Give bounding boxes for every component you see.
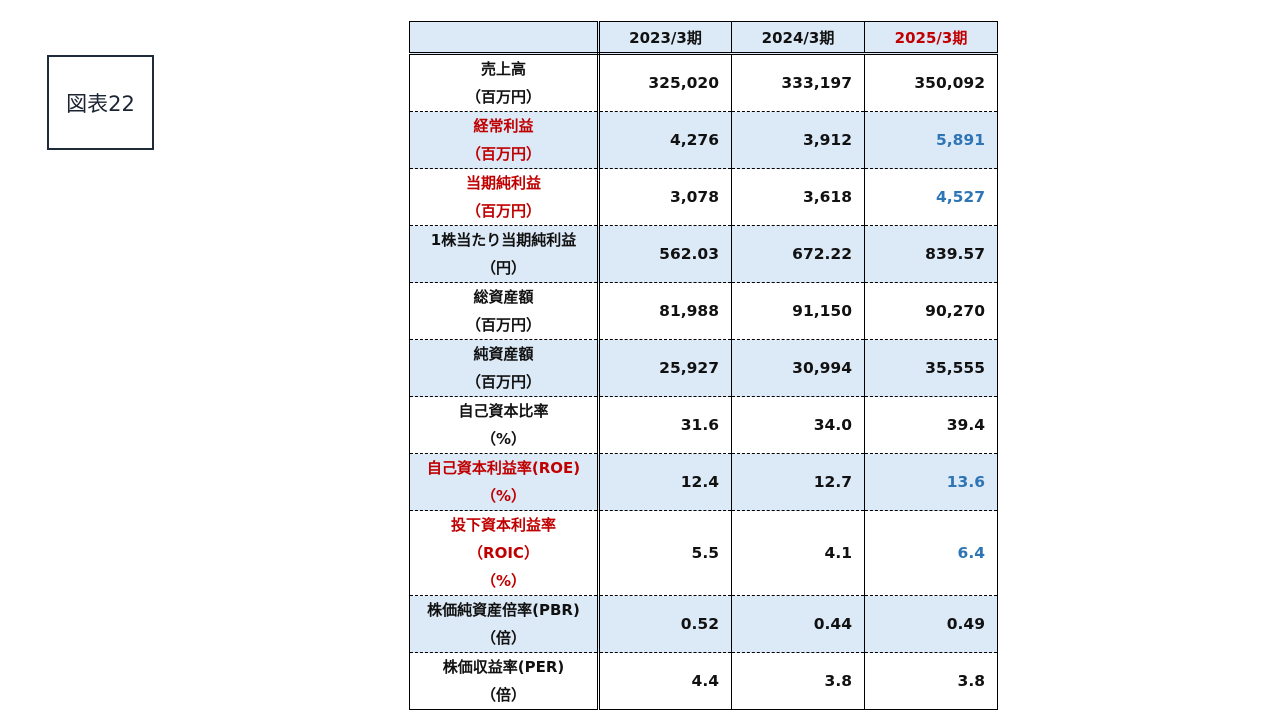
value-fy2025: 350,092 xyxy=(864,53,998,112)
value-fy2023: 0.52 xyxy=(598,595,732,653)
table-row-per: 株価収益率(PER) （倍） 4.4 3.8 3.8 xyxy=(409,652,998,710)
value-fy2023: 31.6 xyxy=(598,396,732,454)
header-corner xyxy=(409,21,600,55)
row-label: 株価純資産倍率(PBR) （倍） xyxy=(409,595,600,653)
value-fy2023: 562.03 xyxy=(598,225,732,283)
header-fy2025: 2025/3期 xyxy=(864,21,998,55)
value-fy2025: 6.4 xyxy=(864,510,998,596)
table-row-net-sales: 売上高 （百万円） 325,020 333,197 350,092 xyxy=(409,53,998,112)
row-unit: （%） xyxy=(480,430,527,448)
row-label-line: 売上高 xyxy=(480,60,526,78)
value-fy2024: 34.0 xyxy=(731,396,865,454)
row-label-line: 株価収益率(PER) xyxy=(442,658,565,676)
value-fy2025: 0.49 xyxy=(864,595,998,653)
value-fy2025: 13.6 xyxy=(864,453,998,511)
value-fy2024: 30,994 xyxy=(731,339,865,397)
row-unit: （倍） xyxy=(480,629,526,647)
table-row-ordinary-profit: 経常利益 （百万円） 4,276 3,912 5,891 xyxy=(409,111,998,169)
table-row-equity-ratio: 自己資本比率 （%） 31.6 34.0 39.4 xyxy=(409,396,998,454)
row-label: 自己資本利益率(ROE) （%） xyxy=(409,453,600,511)
row-unit: （百万円） xyxy=(465,316,541,334)
row-label: 売上高 （百万円） xyxy=(409,53,600,112)
row-label-line: 経常利益 xyxy=(473,117,534,135)
value-fy2023: 4,276 xyxy=(598,111,732,169)
row-label-line: 純資産額 xyxy=(473,345,534,363)
table-row-eps: 1株当たり当期純利益 （円） 562.03 672.22 839.57 xyxy=(409,225,998,283)
table-row-net-assets: 純資産額 （百万円） 25,927 30,994 35,555 xyxy=(409,339,998,397)
table-header-row: 2023/3期 2024/3期 2025/3期 xyxy=(409,21,998,55)
row-unit: （円） xyxy=(480,259,526,277)
row-label-line: 総資産額 xyxy=(473,288,534,306)
value-fy2025: 90,270 xyxy=(864,282,998,340)
header-fy2023: 2023/3期 xyxy=(598,21,732,55)
row-label: 当期純利益 （百万円） xyxy=(409,168,600,226)
value-fy2023: 4.4 xyxy=(598,652,732,710)
value-fy2023: 81,988 xyxy=(598,282,732,340)
row-label: 純資産額 （百万円） xyxy=(409,339,600,397)
financial-summary-table: 2023/3期 2024/3期 2025/3期 売上高 （百万円） 325,02… xyxy=(409,21,998,710)
value-fy2024: 3,912 xyxy=(731,111,865,169)
row-label-line: （ROIC） xyxy=(468,544,539,562)
row-label: 株価収益率(PER) （倍） xyxy=(409,652,600,710)
figure-label: 図表22 xyxy=(47,55,154,150)
value-fy2023: 12.4 xyxy=(598,453,732,511)
row-label: 経常利益 （百万円） xyxy=(409,111,600,169)
row-unit: （倍） xyxy=(480,686,526,704)
row-label: 投下資本利益率 （ROIC） （%） xyxy=(409,510,600,596)
header-fy2024: 2024/3期 xyxy=(731,21,865,55)
table-row-roe: 自己資本利益率(ROE) （%） 12.4 12.7 13.6 xyxy=(409,453,998,511)
value-fy2025: 39.4 xyxy=(864,396,998,454)
value-fy2023: 25,927 xyxy=(598,339,732,397)
row-label-line: 当期純利益 xyxy=(465,174,541,192)
value-fy2024: 12.7 xyxy=(731,453,865,511)
row-unit: （百万円） xyxy=(465,202,541,220)
value-fy2024: 91,150 xyxy=(731,282,865,340)
table-row-roic: 投下資本利益率 （ROIC） （%） 5.5 4.1 6.4 xyxy=(409,510,998,596)
value-fy2025: 3.8 xyxy=(864,652,998,710)
row-unit: （%） xyxy=(480,572,527,590)
row-unit: （%） xyxy=(480,487,527,505)
value-fy2024: 3,618 xyxy=(731,168,865,226)
value-fy2025: 5,891 xyxy=(864,111,998,169)
value-fy2023: 5.5 xyxy=(598,510,732,596)
row-unit: （百万円） xyxy=(465,373,541,391)
table-row-net-income: 当期純利益 （百万円） 3,078 3,618 4,527 xyxy=(409,168,998,226)
value-fy2025: 4,527 xyxy=(864,168,998,226)
row-unit: （百万円） xyxy=(465,88,541,106)
row-unit: （百万円） xyxy=(465,145,541,163)
value-fy2024: 0.44 xyxy=(731,595,865,653)
value-fy2024: 333,197 xyxy=(731,53,865,112)
value-fy2024: 4.1 xyxy=(731,510,865,596)
table-row-pbr: 株価純資産倍率(PBR) （倍） 0.52 0.44 0.49 xyxy=(409,595,998,653)
row-label-line: 1株当たり当期純利益 xyxy=(430,231,577,249)
value-fy2023: 325,020 xyxy=(598,53,732,112)
value-fy2025: 35,555 xyxy=(864,339,998,397)
value-fy2025: 839.57 xyxy=(864,225,998,283)
value-fy2023: 3,078 xyxy=(598,168,732,226)
table-row-total-assets: 総資産額 （百万円） 81,988 91,150 90,270 xyxy=(409,282,998,340)
row-label-line: 株価純資産倍率(PBR) xyxy=(427,601,580,619)
value-fy2024: 672.22 xyxy=(731,225,865,283)
row-label: 1株当たり当期純利益 （円） xyxy=(409,225,600,283)
row-label-line: 自己資本利益率(ROE) xyxy=(426,459,581,477)
row-label: 自己資本比率 （%） xyxy=(409,396,600,454)
value-fy2024: 3.8 xyxy=(731,652,865,710)
row-label: 総資産額 （百万円） xyxy=(409,282,600,340)
row-label-line: 投下資本利益率 xyxy=(450,516,556,534)
row-label-line: 自己資本比率 xyxy=(458,402,549,420)
